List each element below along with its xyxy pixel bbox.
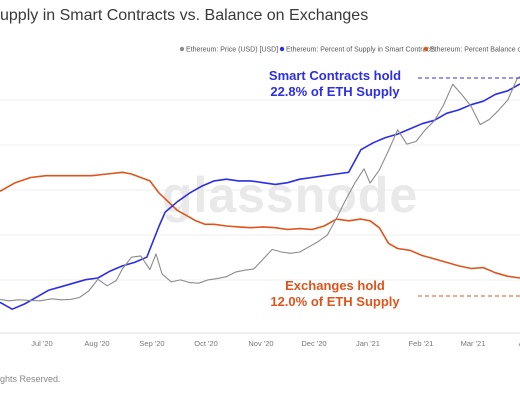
x-tick-label: Feb '21 [409,339,434,348]
x-tick-label: Jan '21 [356,339,380,348]
annotation-title-exchange: Exchanges hold [285,278,385,293]
x-tick-label: Sep '20 [139,339,164,348]
chart-title: upply in Smart Contracts vs. Balance on … [0,7,369,24]
watermark: glassnode [162,167,418,223]
annotation-value-smart: 22.8% of ETH Supply [270,84,400,99]
annotation-value-exchange: 12.0% of ETH Supply [270,294,400,309]
x-tick-label: Mar '21 [461,339,486,348]
legend-marker-smart [279,46,285,52]
annotation-title-smart: Smart Contracts hold [269,68,401,83]
legend: Ethereum: Price (USD) [USD] Ethereum: Per… [179,46,520,54]
legend-marker-price [179,46,185,52]
copyright-footer: ghts Reserved. [0,374,61,384]
x-tick-label: Nov '20 [248,339,273,348]
legend-marker-exchange [423,46,429,52]
grid [0,99,520,334]
x-tick-label: Dec '20 [301,339,326,348]
series-group [0,76,520,311]
legend-label-price: Ethereum: Price (USD) [USD] [186,47,278,54]
series-line-smart [0,83,520,311]
legend-label-smart: Ethereum: Percent of Supply in Smart Con… [286,47,436,54]
x-axis: Jul '20 Aug '20 Sep '20 Oct '20 Nov '20 Dec '… [31,339,520,348]
legend-label-exchange: Ethereum: Percent Balance on [430,47,520,54]
x-tick-label: Jul '20 [31,339,52,348]
x-tick-label: Oct '20 [194,339,218,348]
x-tick-label: A [518,339,520,348]
series-line-exchange [0,171,520,279]
x-tick-label: Aug '20 [84,339,109,348]
series-line-price [0,76,520,302]
